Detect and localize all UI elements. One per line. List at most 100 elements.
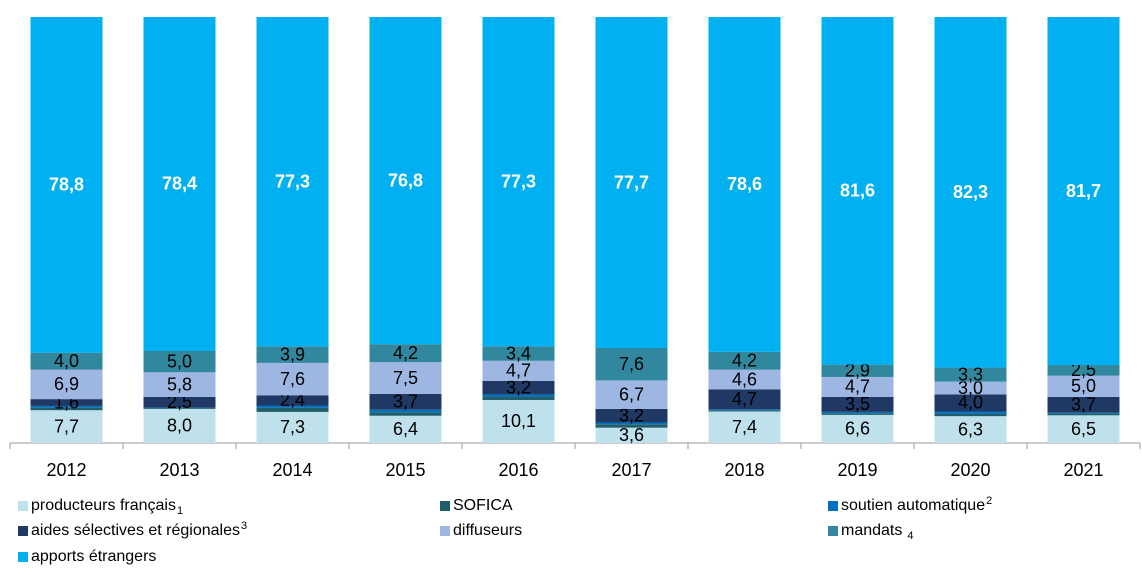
bar-segment <box>595 17 668 349</box>
x-tick-label: 2020 <box>950 460 990 480</box>
bar-segment <box>30 17 103 353</box>
legend-swatch <box>828 501 838 511</box>
bar-segment <box>256 17 329 347</box>
bar-segment <box>1047 415 1120 443</box>
bar-segment <box>256 407 329 412</box>
data-label: 77,7 <box>614 172 649 192</box>
legend-footnote: 4 <box>907 530 913 542</box>
data-label: 6,4 <box>393 419 418 439</box>
data-label: 4,2 <box>732 351 757 371</box>
bar-segment <box>595 427 668 443</box>
bar-segment <box>708 409 781 411</box>
data-label: 4,7 <box>845 377 870 397</box>
legend-swatch <box>18 501 28 511</box>
bar-segment <box>821 17 894 365</box>
data-label: 5,8 <box>167 374 192 394</box>
bar-segment <box>369 412 442 416</box>
x-tick-label: 2015 <box>385 460 425 480</box>
data-label: 82,3 <box>953 182 988 202</box>
x-tick-label: 2018 <box>724 460 764 480</box>
bar-segment <box>143 17 216 351</box>
data-label: 4,0 <box>54 351 79 371</box>
bar-segment <box>595 408 668 423</box>
bar-segment <box>256 411 329 443</box>
data-label: 76,8 <box>388 170 423 190</box>
data-label: 6,7 <box>619 384 644 404</box>
bar-segment <box>821 413 894 415</box>
legend-label: aides sélectives et régionales <box>31 522 240 539</box>
bar-segment <box>143 396 216 408</box>
data-label: 7,7 <box>54 416 79 436</box>
legend-swatch <box>18 552 28 562</box>
bar-segment <box>482 360 555 381</box>
bar-segment <box>821 396 894 412</box>
bar-segment <box>369 362 442 395</box>
data-label: 3,2 <box>619 405 644 425</box>
bar-segment <box>595 380 668 409</box>
data-label: 81,6 <box>840 181 875 201</box>
bar-segment <box>143 408 216 443</box>
data-label: 2,5 <box>167 392 192 412</box>
bar-segment <box>143 350 216 373</box>
data-label: 5,0 <box>167 351 192 371</box>
bar-segment <box>30 369 103 400</box>
x-tick-label: 2016 <box>498 460 538 480</box>
data-label: 78,8 <box>49 175 84 195</box>
data-label: 4,7 <box>732 389 757 409</box>
bar-segment <box>708 411 781 443</box>
x-tick-label: 2013 <box>159 460 199 480</box>
data-label: 2,5 <box>1071 360 1096 380</box>
bar-segment <box>708 369 781 390</box>
data-label: 6,9 <box>54 374 79 394</box>
bar-segment <box>821 411 894 414</box>
bar-segment <box>482 396 555 400</box>
legend-label: soutien automatique <box>841 497 985 514</box>
bar-segment <box>256 362 329 396</box>
bar-segment <box>1047 396 1120 413</box>
data-label: 3,0 <box>958 378 983 398</box>
legend-label: apports étrangers <box>31 548 156 565</box>
legend-swatch <box>18 526 28 536</box>
data-label: 7,6 <box>280 369 305 389</box>
data-label: 4,7 <box>506 361 531 381</box>
x-tick-label: 2021 <box>1063 460 1103 480</box>
data-label: 3,7 <box>393 392 418 412</box>
bar-segment <box>482 17 555 347</box>
bar-segment <box>708 351 781 370</box>
bar-segment <box>708 389 781 410</box>
bar-segment <box>1047 413 1120 416</box>
bar-segment <box>1047 375 1120 397</box>
data-label: 8,0 <box>167 416 192 436</box>
legend-swatch <box>828 526 838 536</box>
data-label: 78,4 <box>162 174 197 194</box>
bar-segment <box>934 411 1007 414</box>
bar-segment <box>30 407 103 411</box>
x-tick-label: 2017 <box>611 460 651 480</box>
bar-segment <box>595 422 668 425</box>
bar-segment <box>595 348 668 381</box>
data-label: 3,9 <box>280 344 305 364</box>
bar-segment <box>369 344 442 363</box>
bar-segment <box>934 416 1007 443</box>
data-label: 3,4 <box>506 343 531 363</box>
legend-swatch <box>440 526 450 536</box>
data-label: 7,6 <box>619 354 644 374</box>
data-label: 10,1 <box>501 411 536 431</box>
bar-segment <box>369 17 442 345</box>
legend-swatch <box>440 501 450 511</box>
bar-segment <box>369 394 442 410</box>
bar-segment <box>30 405 103 408</box>
data-label: 3,7 <box>1071 395 1096 415</box>
legend-label: SOFICA <box>453 497 513 514</box>
bar-segment <box>369 415 442 443</box>
data-label: 3,2 <box>506 377 531 397</box>
bar-segment <box>30 410 103 443</box>
legend-footnote: 3 <box>241 520 247 532</box>
bar-segment <box>934 381 1007 395</box>
data-label: 7,3 <box>280 417 305 437</box>
bar-segment <box>934 367 1007 382</box>
bar-segment <box>1047 412 1120 414</box>
legend-label: diffuseurs <box>453 522 522 539</box>
data-label: 6,5 <box>1071 419 1096 439</box>
data-label: 77,3 <box>275 171 310 191</box>
